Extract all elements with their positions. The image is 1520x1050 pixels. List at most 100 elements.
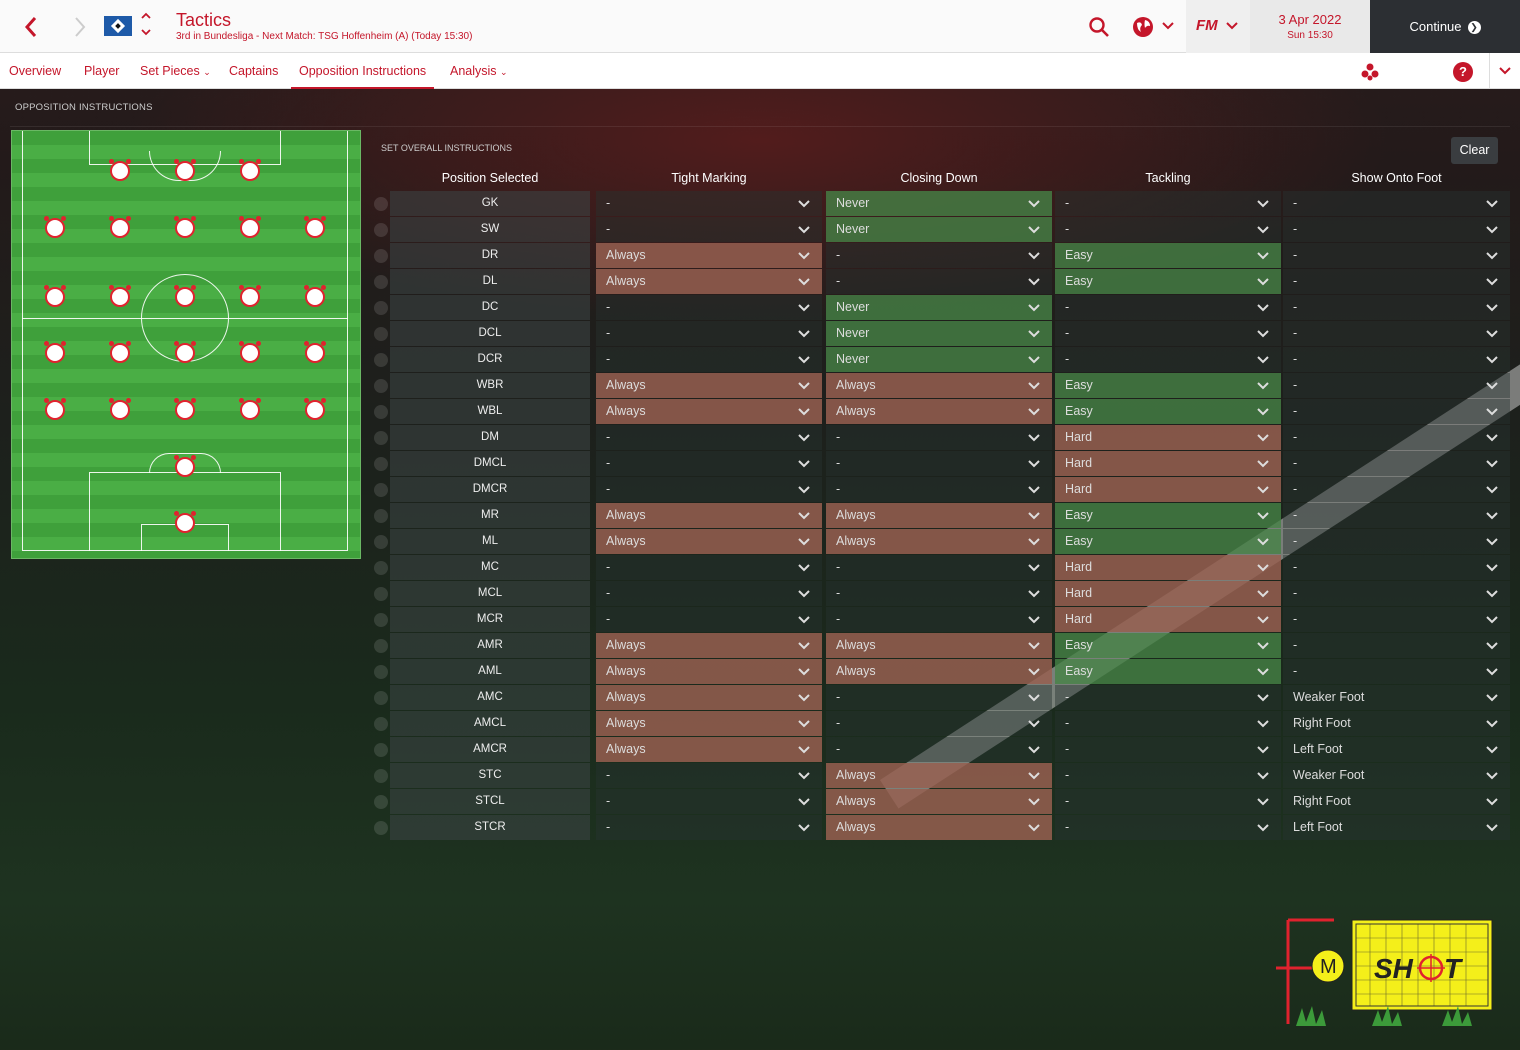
position-cell[interactable]: MCR	[390, 607, 590, 632]
show-onto-foot-dropdown[interactable]: -	[1283, 451, 1510, 476]
row-select-radio[interactable]	[374, 743, 388, 757]
show-onto-foot-dropdown[interactable]: -	[1283, 425, 1510, 450]
closing-down-dropdown[interactable]: Always	[826, 633, 1052, 658]
show-onto-foot-dropdown[interactable]: -	[1283, 477, 1510, 502]
player-marker-dmcr[interactable]	[239, 341, 261, 363]
tight-marking-dropdown[interactable]: -	[596, 191, 822, 216]
show-onto-foot-dropdown[interactable]: Right Foot	[1283, 711, 1510, 736]
position-cell[interactable]: MC	[390, 555, 590, 580]
player-marker-wbl[interactable]	[44, 341, 66, 363]
position-cell[interactable]: DCR	[390, 347, 590, 372]
closing-down-dropdown[interactable]: Always	[826, 815, 1052, 840]
player-marker-mc[interactable]	[174, 285, 196, 307]
show-onto-foot-dropdown[interactable]: Left Foot	[1283, 737, 1510, 762]
tackling-dropdown[interactable]: -	[1055, 191, 1281, 216]
tackling-dropdown[interactable]: Easy	[1055, 373, 1281, 398]
player-marker-wbr[interactable]	[304, 341, 326, 363]
position-cell[interactable]: DM	[390, 425, 590, 450]
tackling-dropdown[interactable]: Hard	[1055, 555, 1281, 580]
tight-marking-dropdown[interactable]: -	[596, 789, 822, 814]
row-select-radio[interactable]	[374, 483, 388, 497]
closing-down-dropdown[interactable]: -	[826, 685, 1052, 710]
player-marker-dcl[interactable]	[109, 398, 131, 420]
tight-marking-dropdown[interactable]: Always	[596, 711, 822, 736]
closing-down-dropdown[interactable]: -	[826, 555, 1052, 580]
row-select-radio[interactable]	[374, 223, 388, 237]
show-onto-foot-dropdown[interactable]: Right Foot	[1283, 789, 1510, 814]
row-select-radio[interactable]	[374, 379, 388, 393]
tight-marking-dropdown[interactable]: -	[596, 347, 822, 372]
position-cell[interactable]: AMC	[390, 685, 590, 710]
row-select-radio[interactable]	[374, 327, 388, 341]
closing-down-dropdown[interactable]: Always	[826, 373, 1052, 398]
fm-menu-button[interactable]: FM	[1186, 0, 1250, 53]
row-select-radio[interactable]	[374, 561, 388, 575]
tackling-dropdown[interactable]: -	[1055, 763, 1281, 788]
back-arrow-icon[interactable]	[20, 14, 44, 40]
tackling-dropdown[interactable]: -	[1055, 815, 1281, 840]
position-cell[interactable]: DC	[390, 295, 590, 320]
tight-marking-dropdown[interactable]: Always	[596, 503, 822, 528]
row-select-radio[interactable]	[374, 275, 388, 289]
row-select-radio[interactable]	[374, 691, 388, 705]
closing-down-dropdown[interactable]: -	[826, 243, 1052, 268]
show-onto-foot-dropdown[interactable]: -	[1283, 503, 1510, 528]
tight-marking-dropdown[interactable]: Always	[596, 737, 822, 762]
closing-down-dropdown[interactable]: -	[826, 269, 1052, 294]
tackling-dropdown[interactable]: -	[1055, 685, 1281, 710]
tackling-dropdown[interactable]: Easy	[1055, 269, 1281, 294]
tight-marking-dropdown[interactable]: Always	[596, 659, 822, 684]
position-cell[interactable]: AMR	[390, 633, 590, 658]
show-onto-foot-dropdown[interactable]: -	[1283, 373, 1510, 398]
tab-opposition-instructions[interactable]: Opposition Instructions	[291, 53, 435, 89]
tight-marking-dropdown[interactable]: -	[596, 581, 822, 606]
player-marker-dm[interactable]	[174, 341, 196, 363]
tackling-dropdown[interactable]: -	[1055, 711, 1281, 736]
position-cell[interactable]: AMCR	[390, 737, 590, 762]
show-onto-foot-dropdown[interactable]: -	[1283, 659, 1510, 684]
search-icon[interactable]	[1088, 16, 1110, 38]
player-marker-ml[interactable]	[44, 285, 66, 307]
tight-marking-dropdown[interactable]: Always	[596, 685, 822, 710]
tackling-dropdown[interactable]: -	[1055, 295, 1281, 320]
position-cell[interactable]: AML	[390, 659, 590, 684]
show-onto-foot-dropdown[interactable]: Weaker Foot	[1283, 685, 1510, 710]
player-marker-amr[interactable]	[304, 216, 326, 238]
row-select-radio[interactable]	[374, 457, 388, 471]
player-marker-gk[interactable]	[174, 511, 196, 533]
tab-analysis[interactable]: Analysis ⌄	[450, 53, 508, 89]
row-select-radio[interactable]	[374, 249, 388, 263]
more-chevron-down-icon[interactable]	[1489, 53, 1520, 89]
player-marker-dmcl[interactable]	[109, 341, 131, 363]
tab-player[interactable]: Player	[84, 64, 120, 78]
show-onto-foot-dropdown[interactable]: -	[1283, 295, 1510, 320]
position-cell[interactable]: DL	[390, 269, 590, 294]
tight-marking-dropdown[interactable]: Always	[596, 243, 822, 268]
player-marker-aml[interactable]	[44, 216, 66, 238]
row-select-radio[interactable]	[374, 197, 388, 211]
club-switch-arrows-icon[interactable]	[139, 10, 153, 40]
show-onto-foot-dropdown[interactable]: Left Foot	[1283, 815, 1510, 840]
show-onto-foot-dropdown[interactable]: -	[1283, 243, 1510, 268]
position-cell[interactable]: ML	[390, 529, 590, 554]
position-cell[interactable]: MCL	[390, 581, 590, 606]
tackling-dropdown[interactable]: Hard	[1055, 425, 1281, 450]
tackling-dropdown[interactable]: Easy	[1055, 399, 1281, 424]
tackling-dropdown[interactable]: -	[1055, 217, 1281, 242]
tight-marking-dropdown[interactable]: -	[596, 607, 822, 632]
tight-marking-dropdown[interactable]: -	[596, 815, 822, 840]
tackling-dropdown[interactable]: -	[1055, 347, 1281, 372]
show-onto-foot-dropdown[interactable]: Weaker Foot	[1283, 763, 1510, 788]
tab-captains[interactable]: Captains	[229, 64, 279, 78]
row-select-radio[interactable]	[374, 613, 388, 627]
player-marker-dcr[interactable]	[239, 398, 261, 420]
position-cell[interactable]: AMCL	[390, 711, 590, 736]
fm-people-icon[interactable]	[1360, 62, 1380, 82]
show-onto-foot-dropdown[interactable]: -	[1283, 217, 1510, 242]
row-select-radio[interactable]	[374, 587, 388, 601]
row-select-radio[interactable]	[374, 665, 388, 679]
position-cell[interactable]: STCL	[390, 789, 590, 814]
show-onto-foot-dropdown[interactable]: -	[1283, 529, 1510, 554]
player-marker-mcr[interactable]	[239, 285, 261, 307]
tab-set-pieces[interactable]: Set Pieces ⌄	[140, 53, 211, 89]
